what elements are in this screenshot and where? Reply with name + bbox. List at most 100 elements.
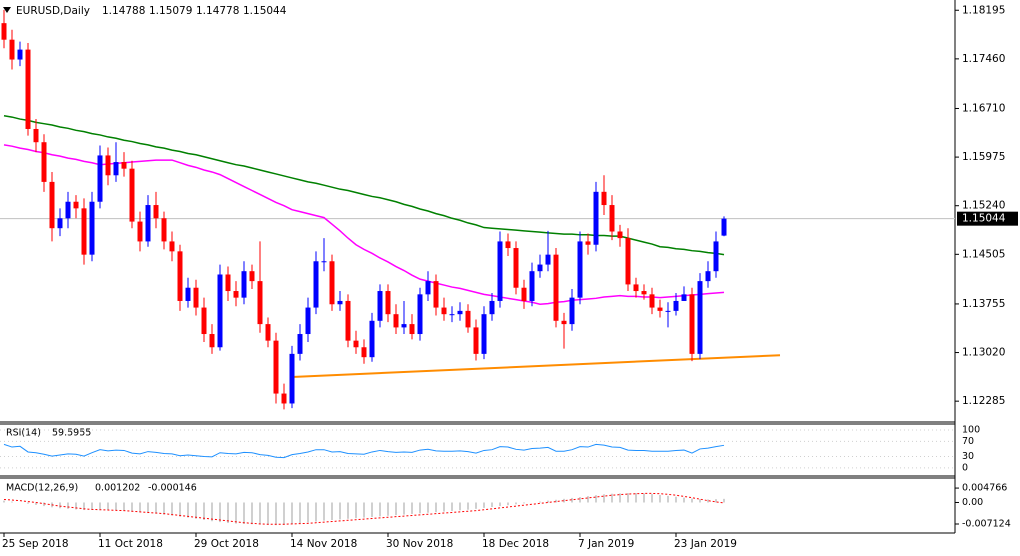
candle-body <box>57 218 63 229</box>
candle-body <box>657 307 663 311</box>
macd-signal-value: -0.000146 <box>148 483 197 494</box>
candle-body <box>65 201 71 219</box>
trendline <box>291 354 781 379</box>
x-tick-label: 25 Sep 2018 <box>2 538 69 550</box>
candle-body <box>425 281 431 295</box>
y-tick-label: 1.15975 <box>962 151 1005 163</box>
candle-body <box>417 294 423 335</box>
indicator-line <box>3 443 725 459</box>
candle-body <box>617 231 623 239</box>
candle-body <box>489 300 495 315</box>
candle-body <box>353 340 359 348</box>
x-tick-label: 29 Oct 2018 <box>194 538 259 550</box>
macd-main-value: 0.001202 <box>95 483 140 494</box>
candle-body <box>449 314 455 316</box>
candle-body <box>393 314 399 328</box>
y-tick-label: 1.13755 <box>962 298 1005 310</box>
moving-average <box>3 115 725 256</box>
candle-body <box>329 261 335 305</box>
candle-body <box>137 221 143 242</box>
candle-body <box>369 320 375 358</box>
x-tick-label: 23 Jan 2019 <box>674 538 737 550</box>
candle-body <box>201 307 207 335</box>
candle-body <box>177 251 183 301</box>
candle-body <box>97 155 103 202</box>
x-tick-label: 11 Oct 2018 <box>98 538 163 550</box>
x-tick-label: 14 Nov 2018 <box>290 538 357 550</box>
candle-body <box>193 287 199 308</box>
candle-body <box>553 254 559 321</box>
candle-body <box>321 261 327 263</box>
candle-body <box>361 347 367 358</box>
candle-body <box>697 281 703 354</box>
candle-body <box>129 168 135 222</box>
y-tick-label: 70 <box>962 436 974 447</box>
candle-body <box>385 291 391 315</box>
candle-body <box>1 23 7 40</box>
candle-body <box>81 208 87 255</box>
candle-body <box>273 340 279 394</box>
candle-body <box>521 287 527 301</box>
candle-body <box>89 201 95 255</box>
candle-body <box>665 310 671 312</box>
candle-body <box>649 294 655 308</box>
candle-body <box>105 155 111 176</box>
candle-body <box>529 271 535 301</box>
last-price-box <box>957 211 1018 226</box>
candle-body <box>297 334 303 354</box>
candle-body <box>497 241 503 301</box>
candle-body <box>377 291 383 321</box>
candle-body <box>209 334 215 348</box>
y-tick-label: 1.18195 <box>962 4 1005 16</box>
candle-body <box>241 271 247 298</box>
y-tick-label: 1.17460 <box>962 53 1005 65</box>
candle-body <box>537 264 543 272</box>
y-tick-label: -0.007124 <box>962 519 1011 530</box>
candle-body <box>145 205 151 242</box>
high-value: 1.15079 <box>149 5 192 17</box>
candle-body <box>17 49 23 60</box>
candle-body <box>457 310 463 315</box>
candle-body <box>113 162 119 176</box>
candle-body <box>585 241 591 245</box>
candle-body <box>33 128 39 143</box>
candle-body <box>161 218 167 242</box>
low-value: 1.14778 <box>196 5 239 17</box>
y-tick-label: 0.00 <box>962 497 983 508</box>
x-tick-label: 18 Dec 2018 <box>482 538 549 550</box>
y-tick-label: 1.12285 <box>962 395 1005 407</box>
candle-body <box>673 300 679 311</box>
candle-body <box>249 271 255 282</box>
candle-body <box>625 238 631 285</box>
candle-body <box>577 241 583 298</box>
x-tick-label: 30 Nov 2018 <box>386 538 453 550</box>
candle-body <box>713 241 719 272</box>
candle-body <box>545 254 551 265</box>
candle-body <box>401 324 407 328</box>
candle-body <box>601 191 607 206</box>
y-tick-label: 1.14505 <box>962 248 1005 260</box>
candle-body <box>433 281 439 308</box>
candle-body <box>681 294 687 301</box>
candle-body <box>25 49 31 129</box>
candle-body <box>153 205 159 219</box>
candle-body <box>689 294 695 354</box>
candle-body <box>345 300 351 341</box>
candle-body <box>281 393 287 404</box>
y-tick-label: 1.16710 <box>962 102 1005 114</box>
candle-body <box>441 307 447 315</box>
y-tick-label: 1.13020 <box>962 347 1005 359</box>
candle-body <box>233 291 239 298</box>
y-tick-label: 30 <box>962 451 974 462</box>
rsi-title: RSI(14) <box>6 428 41 439</box>
candle-body <box>73 201 79 209</box>
last-price-label: 1.15044 <box>962 213 1006 225</box>
candle-body <box>633 284 639 292</box>
candle-body <box>409 324 415 335</box>
candle-body <box>721 218 727 236</box>
macd-title: MACD(12,26,9) <box>6 483 78 494</box>
candle-body <box>41 142 47 182</box>
candle-body <box>289 353 295 404</box>
